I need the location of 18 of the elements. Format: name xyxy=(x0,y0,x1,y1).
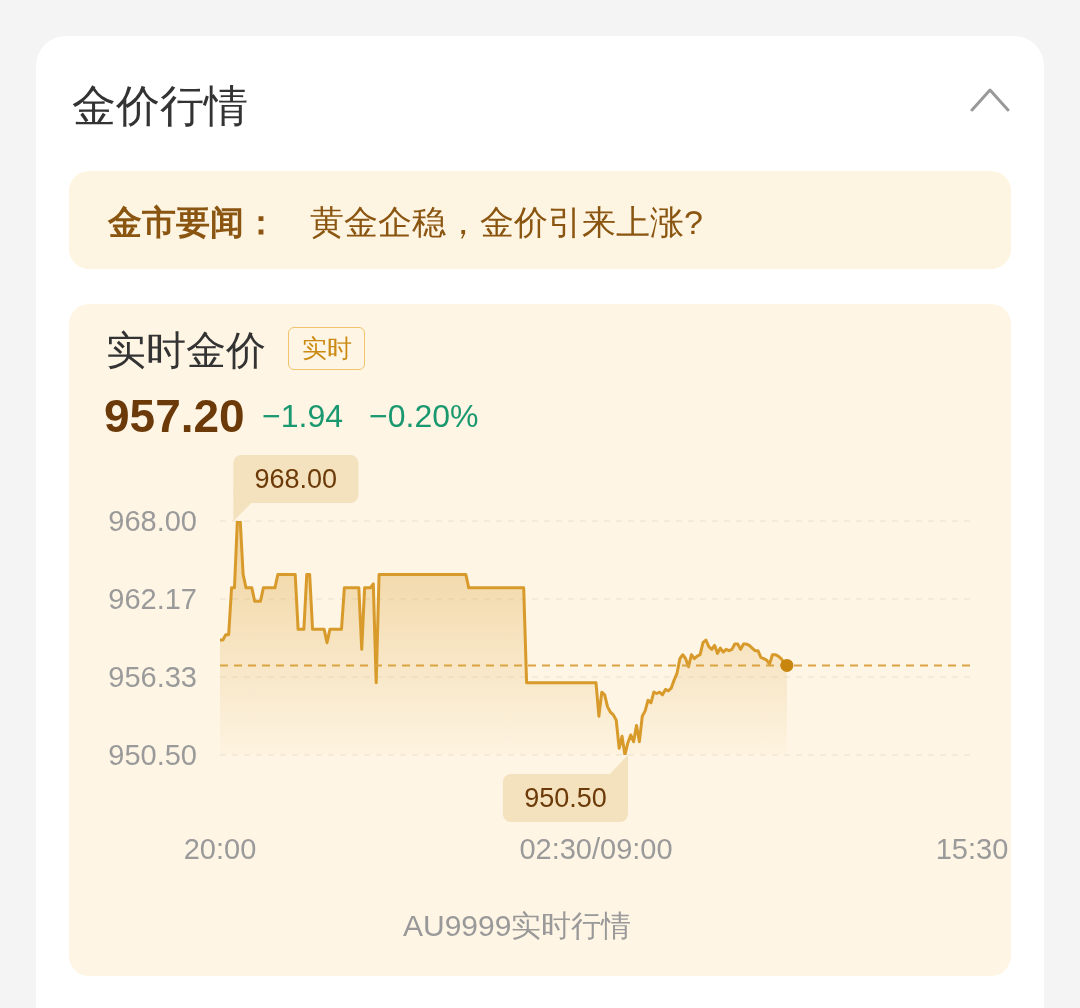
y-tick-label: 956.33 xyxy=(108,661,197,694)
text: 实时 xyxy=(288,327,365,370)
text: AU9999实时行情 xyxy=(403,909,632,942)
x-tick-label: 02:30/09:00 xyxy=(519,832,673,865)
text: −1.94 xyxy=(262,398,343,434)
text: −0.20% xyxy=(369,398,479,434)
text: 金市要闻： xyxy=(108,203,278,241)
x-tick-label: 20:00 xyxy=(183,832,257,865)
text: 957.20 xyxy=(104,390,245,442)
y-tick-label: 968.00 xyxy=(108,505,197,538)
text: 950.50 xyxy=(524,783,607,813)
y-tick-label: 950.50 xyxy=(108,739,197,772)
x-tick-label: 15:30 xyxy=(935,832,1009,865)
text: 968.00 xyxy=(254,464,338,494)
y-tick-label: 962.17 xyxy=(108,583,197,616)
text: 金价行情 xyxy=(72,81,248,130)
text: 黄金企稳，金价引来上涨? xyxy=(310,203,703,241)
chart-title: 实时金价 xyxy=(106,328,266,372)
